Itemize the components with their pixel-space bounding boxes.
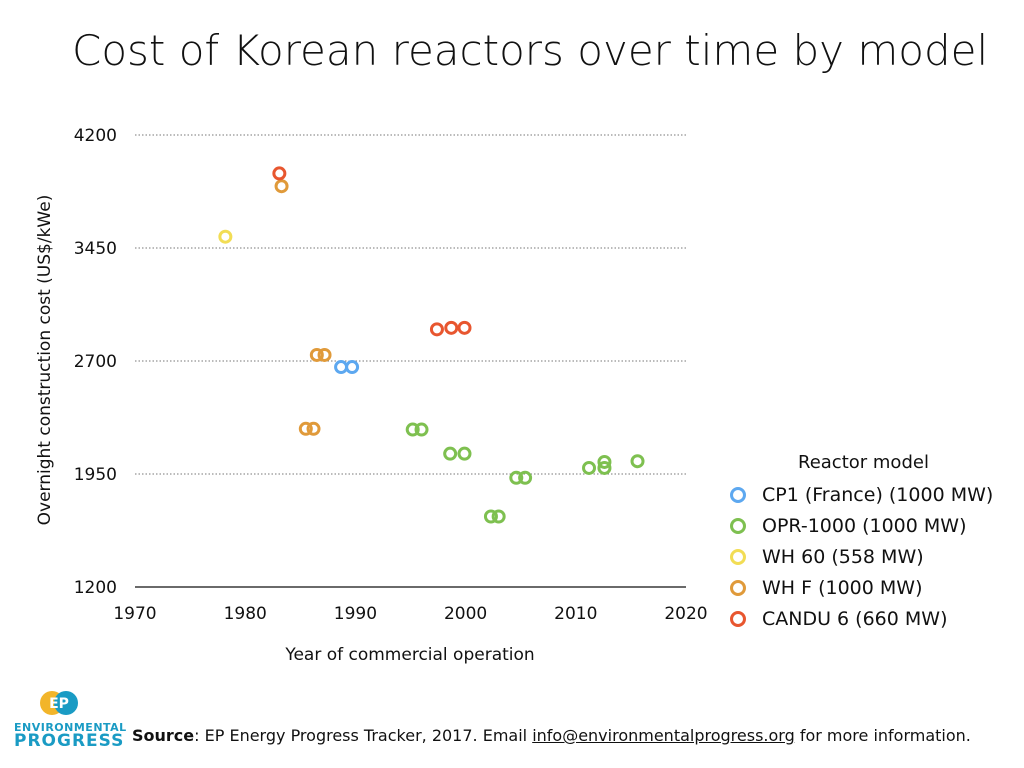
data-point bbox=[414, 422, 429, 437]
data-point bbox=[317, 347, 332, 362]
data-point bbox=[582, 460, 597, 475]
y-tick-label: 2700 bbox=[74, 352, 117, 372]
legend-item: OPR-1000 (1000 MW) bbox=[730, 510, 1020, 541]
data-point bbox=[443, 446, 458, 461]
chart-title: Cost of Korean reactors over time by mod… bbox=[72, 26, 989, 75]
data-point bbox=[630, 454, 645, 469]
legend-label: OPR-1000 (1000 MW) bbox=[762, 514, 967, 537]
legend-marker-icon bbox=[730, 548, 746, 565]
data-point bbox=[457, 320, 472, 335]
legend: Reactor model CP1 (France) (1000 MW) OPR-… bbox=[730, 452, 1020, 634]
environmental-progress-logo: EP ENVIRONMENTAL PROGRESS bbox=[14, 690, 127, 751]
data-points bbox=[218, 166, 645, 524]
x-tick-label: 2010 bbox=[554, 604, 597, 624]
data-point bbox=[334, 360, 349, 375]
data-point bbox=[457, 446, 472, 461]
y-tick-label: 1950 bbox=[74, 465, 117, 485]
y-tick-label: 3450 bbox=[74, 239, 117, 259]
legend-item: WH 60 (558 MW) bbox=[730, 541, 1020, 572]
data-point bbox=[444, 320, 459, 335]
y-tick-label: 1200 bbox=[74, 578, 117, 598]
data-point bbox=[274, 179, 289, 194]
legend-label: CP1 (France) (1000 MW) bbox=[762, 483, 994, 506]
legend-marker-icon bbox=[730, 579, 746, 596]
tick-labels: 1200 1950 2700 3450 4200 1970 1980 1990 2000 2010… bbox=[74, 126, 708, 624]
data-point bbox=[509, 470, 524, 485]
legend-label: WH 60 (558 MW) bbox=[762, 545, 924, 568]
data-point bbox=[405, 422, 420, 437]
y-axis-label: Overnight construction cost (US$/kWe) bbox=[35, 195, 55, 526]
logo-line-1: ENVIRONMENTAL bbox=[14, 721, 127, 734]
grid-lines bbox=[135, 134, 686, 475]
legend-label: WH F (1000 MW) bbox=[762, 576, 923, 599]
data-point bbox=[597, 454, 612, 469]
data-point bbox=[429, 322, 444, 337]
legend-title: Reactor model bbox=[798, 452, 929, 473]
source-text: : EP Energy Progress Tracker, 2017. Emai… bbox=[194, 726, 533, 745]
source-suffix: for more information. bbox=[794, 726, 971, 745]
legend-marker-icon bbox=[730, 517, 746, 534]
data-point bbox=[597, 460, 612, 475]
data-point bbox=[345, 360, 360, 375]
y-tick-label: 4200 bbox=[74, 126, 117, 146]
source-note: Source: EP Energy Progress Tracker, 2017… bbox=[132, 726, 971, 745]
legend-item: WH F (1000 MW) bbox=[730, 572, 1020, 603]
legend-marker-icon bbox=[730, 486, 746, 503]
data-point bbox=[309, 347, 324, 362]
x-tick-label: 2000 bbox=[444, 604, 487, 624]
logo-mark-text: EP bbox=[49, 696, 69, 712]
x-tick-label: 1970 bbox=[113, 604, 156, 624]
data-point bbox=[518, 470, 533, 485]
legend-label: CANDU 6 (660 MW) bbox=[762, 607, 948, 630]
data-point bbox=[272, 166, 287, 181]
source-label: Source bbox=[132, 726, 195, 745]
data-point bbox=[491, 509, 506, 524]
logo-line-2: PROGRESS bbox=[14, 731, 125, 751]
legend-item: CANDU 6 (660 MW) bbox=[730, 603, 1020, 634]
data-point bbox=[298, 421, 313, 436]
ep-logo-icon: EP bbox=[40, 691, 78, 715]
data-point bbox=[306, 421, 321, 436]
x-tick-label: 1980 bbox=[224, 604, 267, 624]
x-tick-label: 1990 bbox=[334, 604, 377, 624]
email-link[interactable]: info@environmentalprogress.org bbox=[532, 726, 795, 745]
legend-marker-icon bbox=[730, 610, 746, 627]
legend-item: CP1 (France) (1000 MW) bbox=[730, 479, 1020, 510]
legend-items: CP1 (France) (1000 MW) OPR-1000 (1000 MW)… bbox=[730, 479, 1020, 634]
data-point bbox=[483, 509, 498, 524]
data-point bbox=[218, 229, 233, 244]
x-tick-label: 2020 bbox=[664, 604, 707, 624]
x-axis-label: Year of commercial operation bbox=[284, 645, 534, 665]
